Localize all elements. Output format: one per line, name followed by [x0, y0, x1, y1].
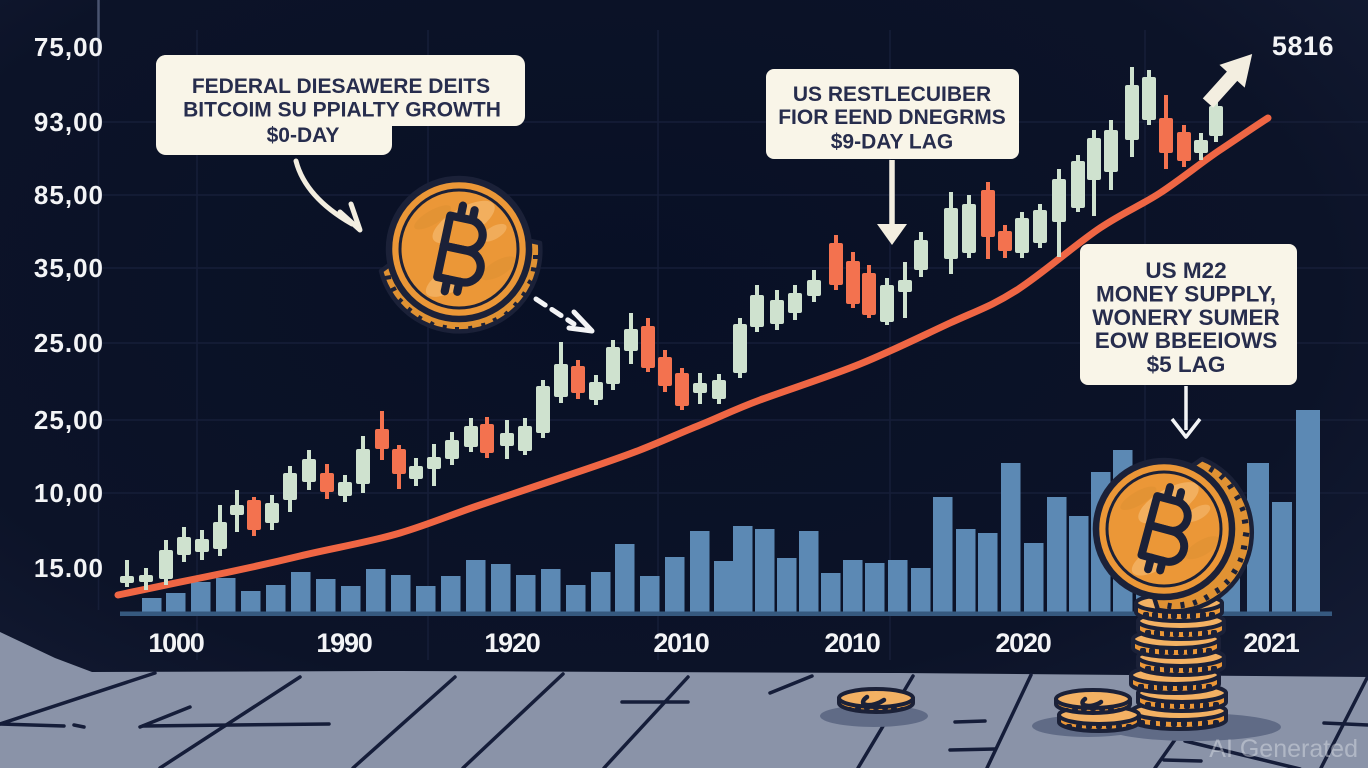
svg-text:25.00: 25.00	[34, 328, 104, 358]
svg-text:AI Generated: AI Generated	[1209, 735, 1358, 763]
svg-text:1990: 1990	[316, 628, 371, 658]
svg-text:$9-DAY LAG: $9-DAY LAG	[831, 131, 954, 154]
svg-text:10,00: 10,00	[34, 478, 104, 508]
svg-text:1000: 1000	[148, 628, 203, 658]
svg-text:WONERY SUMER: WONERY SUMER	[1092, 305, 1280, 330]
svg-text:FEDERAL DIESAWERE DEITS: FEDERAL DIESAWERE DEITS	[192, 75, 490, 98]
svg-text:BITCOIM SU PPIALTY GROWTH: BITCOIM SU PPIALTY GROWTH	[183, 99, 501, 122]
svg-text:85,00: 85,00	[34, 180, 104, 210]
svg-text:FIOR EEND DNEGRMS: FIOR EEND DNEGRMS	[778, 106, 1006, 129]
svg-text:75,00: 75,00	[34, 32, 104, 62]
svg-text:35,00: 35,00	[34, 253, 104, 283]
svg-text:15.00: 15.00	[34, 553, 104, 583]
svg-text:US M22: US M22	[1145, 258, 1226, 283]
svg-text:$5 LAG: $5 LAG	[1147, 352, 1226, 377]
svg-text:2020: 2020	[995, 628, 1050, 658]
svg-text:93,00: 93,00	[34, 107, 104, 137]
svg-text:MONEY SUPPLY,: MONEY SUPPLY,	[1096, 282, 1276, 307]
svg-text:1920: 1920	[484, 628, 539, 658]
svg-text:25,00: 25,00	[34, 405, 104, 435]
svg-text:2010: 2010	[824, 628, 879, 658]
svg-text:US RESTLECUIBER: US RESTLECUIBER	[793, 83, 991, 106]
svg-text:2010: 2010	[653, 628, 708, 658]
svg-text:5816: 5816	[1272, 31, 1334, 61]
svg-text:EOW BBEEIOWS: EOW BBEEIOWS	[1095, 328, 1278, 353]
svg-text:2021: 2021	[1243, 628, 1299, 658]
svg-text:$0-DAY: $0-DAY	[267, 124, 340, 147]
